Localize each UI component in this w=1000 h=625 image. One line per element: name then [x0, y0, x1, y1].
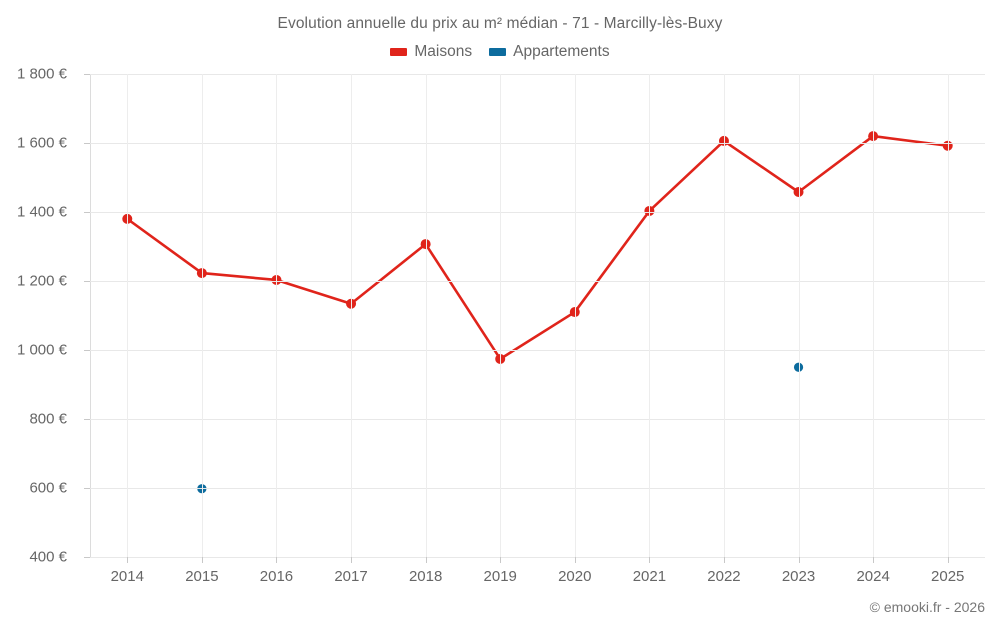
y-tick-label: 1 000 € [16, 341, 67, 359]
x-tick-mark [127, 557, 129, 563]
x-gridline [574, 74, 576, 557]
x-tick-label: 2020 [558, 568, 592, 585]
x-gridline [947, 74, 949, 557]
y-tick-mark [84, 281, 90, 282]
y-tick-mark [84, 488, 90, 489]
x-tick-mark [873, 557, 875, 563]
y-gridline [90, 557, 985, 558]
y-axis-line [90, 74, 91, 557]
x-gridline [649, 74, 651, 557]
y-tick-mark [84, 143, 90, 144]
x-tick-label: 2016 [259, 568, 294, 585]
legend-swatch-appartements [489, 48, 507, 56]
x-tick-mark [723, 557, 725, 563]
x-gridline [351, 74, 353, 557]
y-tick-label: 600 € [29, 479, 67, 497]
x-tick-mark [649, 557, 651, 563]
x-tick-mark [500, 557, 502, 563]
y-gridline [90, 143, 985, 144]
chart-title: Evolution annuelle du prix au m² médian … [277, 15, 723, 32]
x-gridline [425, 74, 427, 557]
credit-text: © emooki.fr - 2026 [869, 599, 985, 615]
y-gridline [90, 212, 985, 213]
series-line-maisons [125, 134, 950, 361]
y-tick-label: 400 € [29, 548, 67, 566]
x-tick-label: 2014 [110, 568, 144, 585]
x-gridline [873, 74, 875, 557]
legend-label-maisons: Maisons [414, 43, 473, 60]
y-tick-label: 1 600 € [16, 134, 67, 152]
legend-label-appartements: Appartements [513, 43, 610, 60]
y-tick-label: 1 400 € [16, 203, 67, 221]
y-gridline [90, 281, 985, 282]
y-tick-mark [84, 419, 90, 420]
x-tick-label: 2018 [408, 568, 443, 585]
x-tick-label: 2025 [931, 568, 965, 585]
x-tick-label: 2021 [632, 568, 667, 585]
y-tick-label: 800 € [29, 410, 67, 428]
x-tick-mark [201, 557, 203, 563]
x-gridline [798, 74, 800, 557]
legend-item-maisons[interactable]: Maisons [390, 43, 472, 61]
x-tick-mark [425, 557, 427, 563]
x-tick-label: 2024 [856, 568, 890, 585]
y-gridline [90, 74, 985, 75]
y-gridline [90, 419, 985, 420]
chart-legend: Maisons Appartements [0, 43, 1000, 61]
x-tick-label: 2015 [185, 568, 219, 585]
x-tick-label: 2019 [483, 568, 517, 585]
y-gridline [90, 488, 985, 489]
y-tick-mark [84, 74, 90, 75]
plot-area: 1 800 € 1 600 € 1 400 € 1 200 € 1 000 € 800 €… [17, 66, 985, 585]
x-gridline [723, 74, 725, 557]
x-tick-mark [574, 557, 576, 563]
series-layer [122, 131, 953, 494]
x-tick-mark [276, 557, 278, 563]
x-tick-mark [947, 557, 949, 563]
x-gridline [127, 74, 129, 557]
y-tick-mark [84, 212, 90, 213]
x-gridline [276, 74, 278, 557]
legend-swatch-maisons [390, 48, 408, 56]
y-tick-label: 1 800 € [16, 65, 67, 83]
x-tick-label: 2022 [707, 568, 741, 585]
y-gridline [90, 350, 985, 351]
x-tick-mark [351, 557, 353, 563]
y-tick-label: 1 200 € [16, 272, 67, 290]
x-tick-mark [798, 557, 800, 563]
legend-item-appartements[interactable]: Appartements [489, 43, 610, 61]
x-tick-label: 2017 [334, 568, 368, 585]
x-tick-label: 2023 [781, 568, 816, 585]
y-tick-mark [84, 557, 90, 558]
x-gridline [201, 74, 203, 557]
y-tick-mark [84, 350, 90, 351]
x-gridline [500, 74, 502, 557]
